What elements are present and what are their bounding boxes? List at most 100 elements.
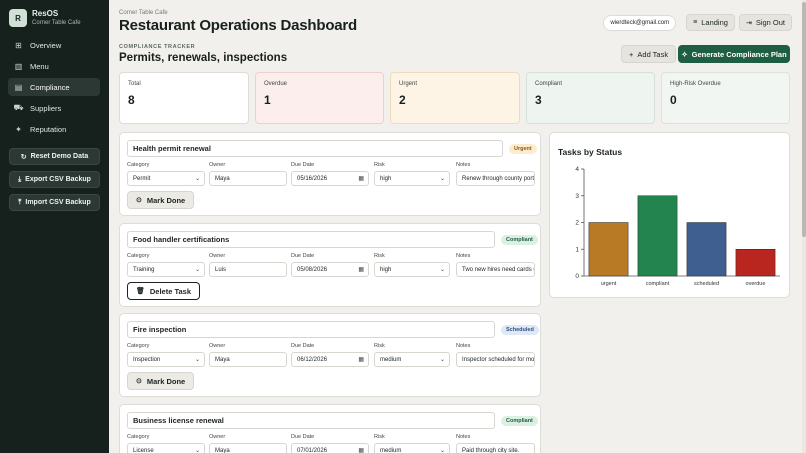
owner-input-value: Maya bbox=[215, 175, 230, 182]
action-label: Delete Task bbox=[149, 286, 192, 296]
brand-name: ResOS bbox=[32, 9, 59, 18]
due-label: Due Date bbox=[291, 253, 315, 259]
due-label: Due Date bbox=[291, 343, 315, 349]
sidebar: R ResOS Corner Table Cafe ⊞ Overview ▥ Menu… bbox=[0, 0, 109, 453]
risk-select[interactable]: medium ⌄ bbox=[374, 443, 450, 453]
bar-overdue bbox=[735, 249, 776, 277]
owner-input[interactable]: Luis bbox=[209, 262, 287, 277]
bar-urgent bbox=[588, 222, 629, 277]
status-badge: Urgent bbox=[509, 144, 537, 154]
risk-select[interactable]: high ⌄ bbox=[374, 171, 450, 186]
side-action-label: Export CSV Backup bbox=[25, 176, 91, 183]
due-date-input-value: 07/01/2026 bbox=[297, 447, 328, 453]
owner-input[interactable]: Maya bbox=[209, 443, 287, 453]
status-badge: Compliant bbox=[501, 235, 538, 245]
chevron-down-icon: ⌄ bbox=[439, 267, 445, 273]
status-badge: Scheduled bbox=[501, 325, 539, 335]
task-title-input[interactable]: Food handler certifications bbox=[127, 231, 495, 248]
notes-input[interactable]: Two new hires need cards u bbox=[456, 262, 535, 277]
add-task-button[interactable]: + Add Task bbox=[621, 45, 677, 63]
task-card: Business license renewal Compliant Categor… bbox=[119, 404, 541, 453]
chevron-down-icon: ⌄ bbox=[194, 448, 200, 453]
y-tick-label: 2 bbox=[575, 220, 579, 227]
scrollbar[interactable] bbox=[802, 0, 806, 453]
notes-input[interactable]: Paid through city site. bbox=[456, 443, 535, 453]
category-select-value: Training bbox=[133, 266, 155, 273]
owner-input[interactable]: Maya bbox=[209, 352, 287, 367]
risk-select-value: medium bbox=[380, 447, 402, 453]
generate-plan-button[interactable]: ✧ Generate Compliance Plan bbox=[678, 45, 790, 63]
sidebar-item-overview[interactable]: ⊞ Overview bbox=[8, 36, 100, 54]
risk-select-value: high bbox=[380, 175, 392, 182]
chart-icon: ▥ bbox=[14, 61, 23, 71]
import-csv-button[interactable]: ⤒ Import CSV Backup bbox=[9, 194, 100, 211]
category-select[interactable]: Training ⌄ bbox=[127, 262, 205, 277]
brand[interactable]: R ResOS Corner Table Cafe bbox=[9, 9, 81, 27]
page-title: Restaurant Operations Dashboard bbox=[119, 17, 358, 34]
sidebar-item-label: Menu bbox=[30, 61, 49, 71]
sparkle-icon: ✧ bbox=[681, 49, 688, 59]
delete-task-button[interactable]: 🗑 Delete Task bbox=[127, 282, 201, 300]
category-select[interactable]: Inspection ⌄ bbox=[127, 352, 205, 367]
user-email: wierdteck@gmail.com bbox=[603, 14, 677, 31]
stat-value: 2 bbox=[399, 93, 406, 107]
x-tick-label: compliant bbox=[646, 281, 670, 287]
category-select[interactable]: License ⌄ bbox=[127, 443, 205, 453]
stat-value: 1 bbox=[264, 93, 271, 107]
status-badge: Compliant bbox=[501, 416, 538, 426]
notes-input-value: Two new hires need cards u bbox=[462, 266, 535, 273]
due-date-input[interactable]: 07/01/2026 ▦ bbox=[291, 443, 369, 453]
mark-done-button[interactable]: ⊙ Mark Done bbox=[127, 191, 195, 209]
sidebar-item-suppliers[interactable]: ⛟ Suppliers bbox=[8, 99, 100, 117]
stat-total: Total 8 bbox=[119, 72, 249, 124]
risk-select[interactable]: high ⌄ bbox=[374, 262, 450, 277]
notes-input[interactable]: Inspector scheduled for mo bbox=[456, 352, 535, 367]
risk-label: Risk bbox=[374, 434, 385, 440]
landing-button[interactable]: ≡ Landing bbox=[686, 14, 735, 31]
action-label: Mark Done bbox=[146, 376, 186, 386]
calendar-icon: ▦ bbox=[358, 176, 364, 182]
due-date-input-value: 06/12/2026 bbox=[297, 356, 328, 363]
sidebar-item-label: Suppliers bbox=[30, 103, 62, 113]
risk-label: Risk bbox=[374, 343, 385, 349]
task-title-input[interactable]: Fire inspection bbox=[127, 321, 495, 338]
due-label: Due Date bbox=[291, 162, 315, 168]
brand-logo: R bbox=[9, 9, 27, 27]
sidebar-item-menu[interactable]: ▥ Menu bbox=[8, 57, 100, 75]
sign-out-label: Sign Out bbox=[755, 18, 785, 27]
sidebar-item-compliance[interactable]: ▤ Compliance bbox=[8, 78, 100, 96]
category-label: Category bbox=[127, 162, 150, 168]
check-circle-icon: ⊙ bbox=[136, 197, 142, 204]
risk-select[interactable]: medium ⌄ bbox=[374, 352, 450, 367]
due-date-input-value: 05/08/2026 bbox=[297, 266, 328, 273]
mark-done-button[interactable]: ⊙ Mark Done bbox=[127, 372, 195, 390]
category-select[interactable]: Permit ⌄ bbox=[127, 171, 205, 186]
action-label: Mark Done bbox=[146, 195, 186, 205]
stat-label: Compliant bbox=[535, 81, 563, 87]
stat-high-risk-overdue: High-Risk Overdue 0 bbox=[661, 72, 790, 124]
task-title-input[interactable]: Health permit renewal bbox=[127, 140, 503, 157]
chevron-down-icon: ⌄ bbox=[439, 448, 445, 453]
scrollbar-thumb[interactable] bbox=[802, 2, 806, 237]
task-title-input[interactable]: Business license renewal bbox=[127, 412, 495, 429]
upload-icon: ⤒ bbox=[18, 198, 22, 206]
task-card: Food handler certifications Compliant Cate… bbox=[119, 223, 541, 307]
due-date-input[interactable]: 05/16/2026 ▦ bbox=[291, 171, 369, 186]
notes-input[interactable]: Renew through county port bbox=[456, 171, 535, 186]
owner-input[interactable]: Maya bbox=[209, 171, 287, 186]
sidebar-item-reputation[interactable]: ✦ Reputation bbox=[8, 120, 100, 138]
stat-label: Total bbox=[128, 81, 141, 87]
brand-subtitle: Corner Table Cafe bbox=[32, 20, 81, 26]
bar-compliant bbox=[637, 195, 678, 277]
reset-demo-button[interactable]: ↻ Reset Demo Data bbox=[9, 148, 100, 165]
sidebar-actions: ↻ Reset Demo Data ⤓ Export CSV Backup ⤒ Impor… bbox=[9, 148, 100, 217]
chevron-down-icon: ⌄ bbox=[439, 357, 445, 363]
sign-out-button[interactable]: ⇥ Sign Out bbox=[738, 14, 792, 31]
stat-label: Overdue bbox=[264, 81, 288, 87]
due-date-input[interactable]: 06/12/2026 ▦ bbox=[291, 352, 369, 367]
category-select-value: License bbox=[133, 447, 154, 453]
notes-input-value: Inspector scheduled for mo bbox=[462, 356, 535, 363]
export-csv-button[interactable]: ⤓ Export CSV Backup bbox=[9, 171, 100, 188]
risk-select-value: high bbox=[380, 266, 392, 273]
due-date-input[interactable]: 05/08/2026 ▦ bbox=[291, 262, 369, 277]
